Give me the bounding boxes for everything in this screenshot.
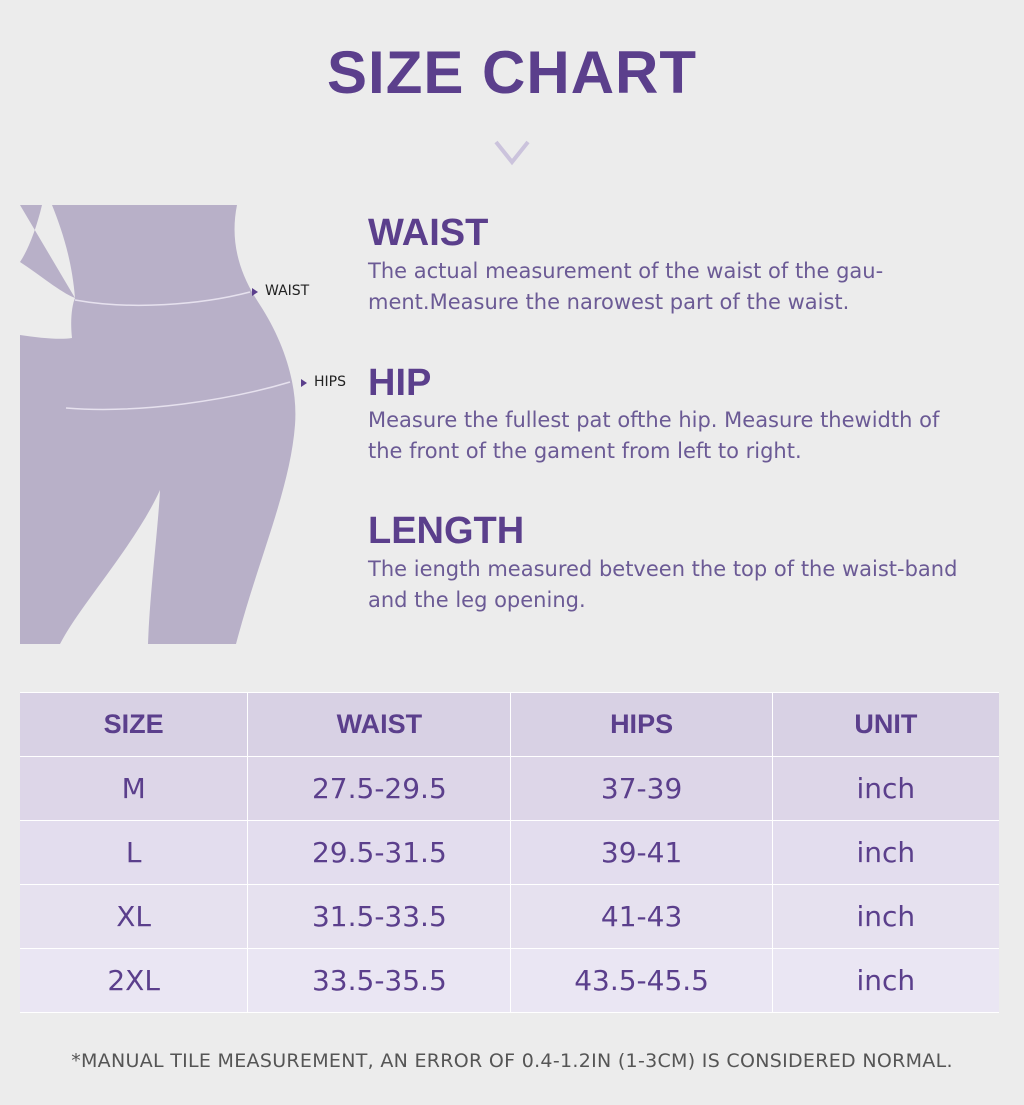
section-text: and the leg opening. xyxy=(368,588,586,612)
table-cell: inch xyxy=(856,772,916,805)
section-text: the front of the gament from left to rig… xyxy=(368,439,802,463)
table-cell: 37-39 xyxy=(511,757,773,820)
table-cell: 2XL xyxy=(20,949,249,1012)
table-header: SIZE WAIST HIPS UNIT xyxy=(20,692,999,757)
table-cell: 31.5-33.5 xyxy=(248,885,512,948)
body-silhouette xyxy=(20,205,296,644)
table-row: 2XL 33.5-35.5 43.5-45.5 inch xyxy=(20,949,999,1013)
hips-line xyxy=(65,381,291,411)
hips-label: HIPS xyxy=(314,374,346,390)
table-cell: 39-41 xyxy=(511,821,773,884)
table-cell: XL xyxy=(20,885,249,948)
section-text: The actual measurement of the waist of t… xyxy=(368,259,884,283)
table-row: XL 31.5-33.5 41-43 inch xyxy=(20,885,999,949)
hips-pointer xyxy=(301,379,307,387)
section-text: Measure the fullest pat ofthe hip. Measu… xyxy=(368,408,940,432)
table-cell: inch xyxy=(856,964,916,997)
table-row: L 29.5-31.5 39-41 inch xyxy=(20,821,999,885)
chevron xyxy=(494,140,530,166)
table-cell: inch xyxy=(856,836,916,869)
table-cell: 41-43 xyxy=(511,885,773,948)
table-cell: M xyxy=(20,757,249,820)
section-text: ment.Measure the narowest part of the wa… xyxy=(368,290,850,314)
title: SIZE CHART xyxy=(327,39,697,106)
illustration xyxy=(20,140,530,644)
section-heading: LENGTH xyxy=(368,510,525,552)
waist-label: WAIST xyxy=(265,283,310,299)
header-cell: SIZE xyxy=(20,693,249,756)
section-text: The iength measured betveen the top of t… xyxy=(368,557,958,581)
header-cell: HIPS xyxy=(511,693,773,756)
table-cell: 43.5-45.5 xyxy=(511,949,773,1012)
header-cell: WAIST xyxy=(248,693,512,756)
waist-pointer xyxy=(252,288,258,296)
table-cell: inch xyxy=(856,900,916,933)
waist-line xyxy=(74,291,251,307)
table-cell: 27.5-29.5 xyxy=(248,757,512,820)
table-cell: L xyxy=(20,821,249,884)
section-heading: HIP xyxy=(368,362,432,404)
table-cell: 33.5-35.5 xyxy=(248,949,512,1012)
header-cell: UNIT xyxy=(854,709,918,739)
table-cell: 29.5-31.5 xyxy=(248,821,512,884)
size-table: SIZE WAIST HIPS UNIT M 27.5-29.5 37-39 inch L 29.… xyxy=(20,692,999,1013)
footnote: *MANUAL TILE MEASUREMENT, AN ERROR OF 0.… xyxy=(71,1050,953,1072)
table-row: M 27.5-29.5 37-39 inch xyxy=(20,757,999,821)
section-heading: WAIST xyxy=(368,212,489,254)
